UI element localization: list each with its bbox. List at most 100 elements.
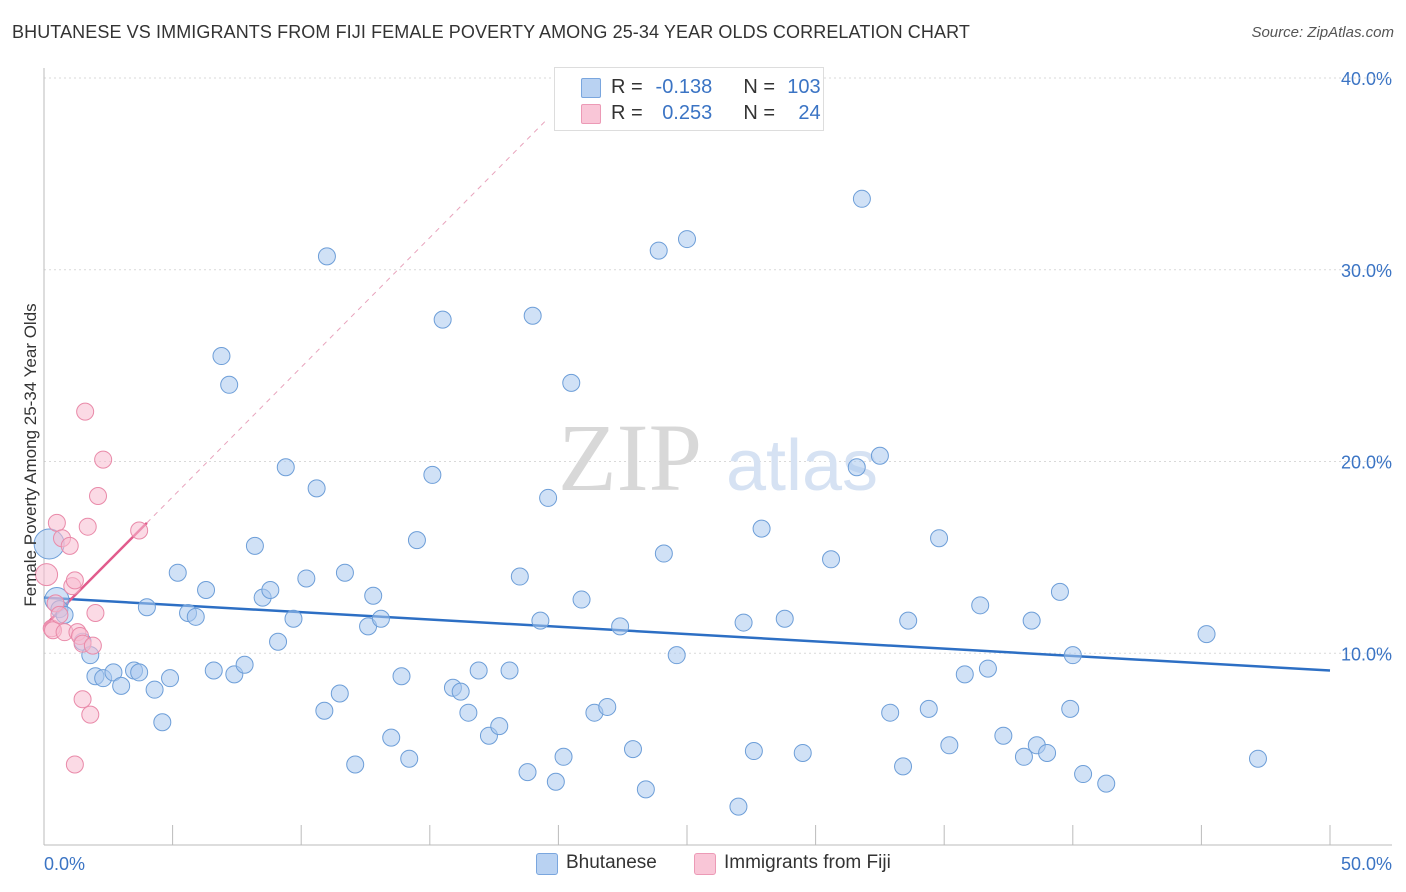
legend-r-label: R = [611,102,643,124]
bhutanese-point-67 [636,780,655,799]
legend-r-value: -0.138 [655,76,713,98]
fiji-point-17 [83,636,102,655]
bhutanese-point-62 [572,590,591,609]
bhutanese-point-16 [168,563,187,582]
y-axis-label: Female Poverty Among 25-34 Year Olds [21,303,40,606]
bhutanese-point-91 [994,726,1013,745]
bhutanese-point-29 [276,458,295,477]
fiji-point-5 [50,605,69,624]
bhutanese-point-82 [881,703,900,722]
fiji-point-22 [65,755,84,774]
chart-title: BHUTANESE VS IMMIGRANTS FROM FIJI FEMALE… [12,22,970,42]
bhutanese-point-41 [382,728,401,747]
bhutanese-point-25 [245,536,264,555]
fiji-point-20 [94,450,113,469]
legend-n-label: N = [743,102,776,124]
legend-label-fiji: Immigrants from Fiji [724,852,891,873]
bhutanese-point-100 [1097,774,1116,793]
bhutanese-point-32 [307,479,326,498]
fiji-point-19 [89,487,108,506]
bhutanese-point-48 [451,682,470,701]
fiji-point-21 [73,690,92,709]
bhutanese-point-95 [1038,743,1057,762]
bhutanese-point-90 [978,659,997,678]
bhutanese-point-54 [510,567,529,586]
bhutanese-point-60 [554,747,573,766]
bhutanese-point-39 [364,586,383,605]
bhutanese-point-9 [112,676,131,695]
bhutanese-point-36 [335,563,354,582]
bhutanese-point-58 [539,488,558,507]
bhutanese-point-55 [518,763,537,782]
bhutanese-point-13 [145,680,164,699]
fiji-point-14 [76,402,95,421]
bhutanese-point-86 [930,529,949,548]
bhutanese-point-97 [1063,646,1082,665]
bhutanese-point-11 [130,663,149,682]
bhutanese-point-64 [598,697,617,716]
bhutanese-point-43 [400,749,419,768]
y-tick-label-3: 40.0% [1341,69,1392,89]
bhutanese-point-57 [531,611,550,630]
bhutanese-point-66 [623,740,642,759]
correlation-legend: R = -0.138 N = 103 R = 0.253 N = 24 [554,67,824,131]
trend-line-0 [43,596,1331,672]
x-tick-label-1: 50.0% [1341,854,1392,874]
fiji-point-23 [130,521,149,540]
bhutanese-point-34 [317,247,336,266]
bhutanese-point-8 [104,663,123,682]
gridlines: 10.0% 20.0% 30.0% 40.0% [44,69,1392,664]
legend-r-value: 0.253 [662,102,713,124]
bhutanese-point-59 [546,772,565,791]
legend-n-value: 103 [787,76,821,98]
bhutanese-point-70 [667,646,686,665]
data-points [33,189,1267,816]
trend-extension-1 [146,117,549,524]
bhutanese-point-50 [469,661,488,680]
bhutanese-point-28 [269,632,288,651]
bhutanese-point-84 [899,611,918,630]
bhutanese-point-12 [137,598,156,617]
bhutanese-point-68 [649,241,668,260]
bhutanese-point-19 [197,580,216,599]
x-tick-label-0: 0.0% [44,854,85,874]
bhutanese-point-75 [752,519,771,538]
bhutanese-point-56 [523,306,542,325]
source-credit: Source: ZipAtlas.com [1251,24,1394,41]
bhutanese-point-52 [490,717,509,736]
y-tick-label-0: 10.0% [1341,644,1392,664]
bhutanese-point-72 [729,797,748,816]
bhutanese-point-80 [852,189,871,208]
bhutanese-point-85 [919,699,938,718]
bhutanese-point-61 [562,373,581,392]
axis-labels: Female Poverty Among 25-34 Year Olds 0.0… [21,303,1392,874]
bhutanese-point-15 [161,669,180,688]
bhutanese-point-27 [261,580,280,599]
bhutanese-point-79 [847,458,866,477]
bhutanese-point-76 [775,609,794,628]
bhutanese-point-92 [1014,747,1033,766]
axes [43,68,1392,846]
legend-r-label: R = [611,76,643,98]
legend-n-label: N = [743,76,776,98]
y-tick-label-2: 30.0% [1341,261,1392,281]
legend-swatch-fiji [581,104,601,124]
legend-n-value: 24 [798,102,821,124]
legend-swatch-bhutanese [581,78,601,98]
bhutanese-point-83 [894,757,913,776]
fiji-point-10 [65,571,84,590]
fiji-point-15 [78,517,97,536]
bhutanese-point-22 [220,375,239,394]
bhutanese-point-21 [212,347,231,366]
bhutanese-point-102 [1248,749,1267,768]
fiji-point-4 [47,513,66,532]
legend-swatch-fiji [694,853,716,875]
bhutanese-point-44 [407,531,426,550]
bhutanese-point-20 [204,661,223,680]
bhutanese-point-87 [940,736,959,755]
bhutanese-point-24 [235,655,254,674]
bhutanese-point-14 [153,713,172,732]
bhutanese-point-89 [971,596,990,615]
bhutanese-point-98 [1061,699,1080,718]
